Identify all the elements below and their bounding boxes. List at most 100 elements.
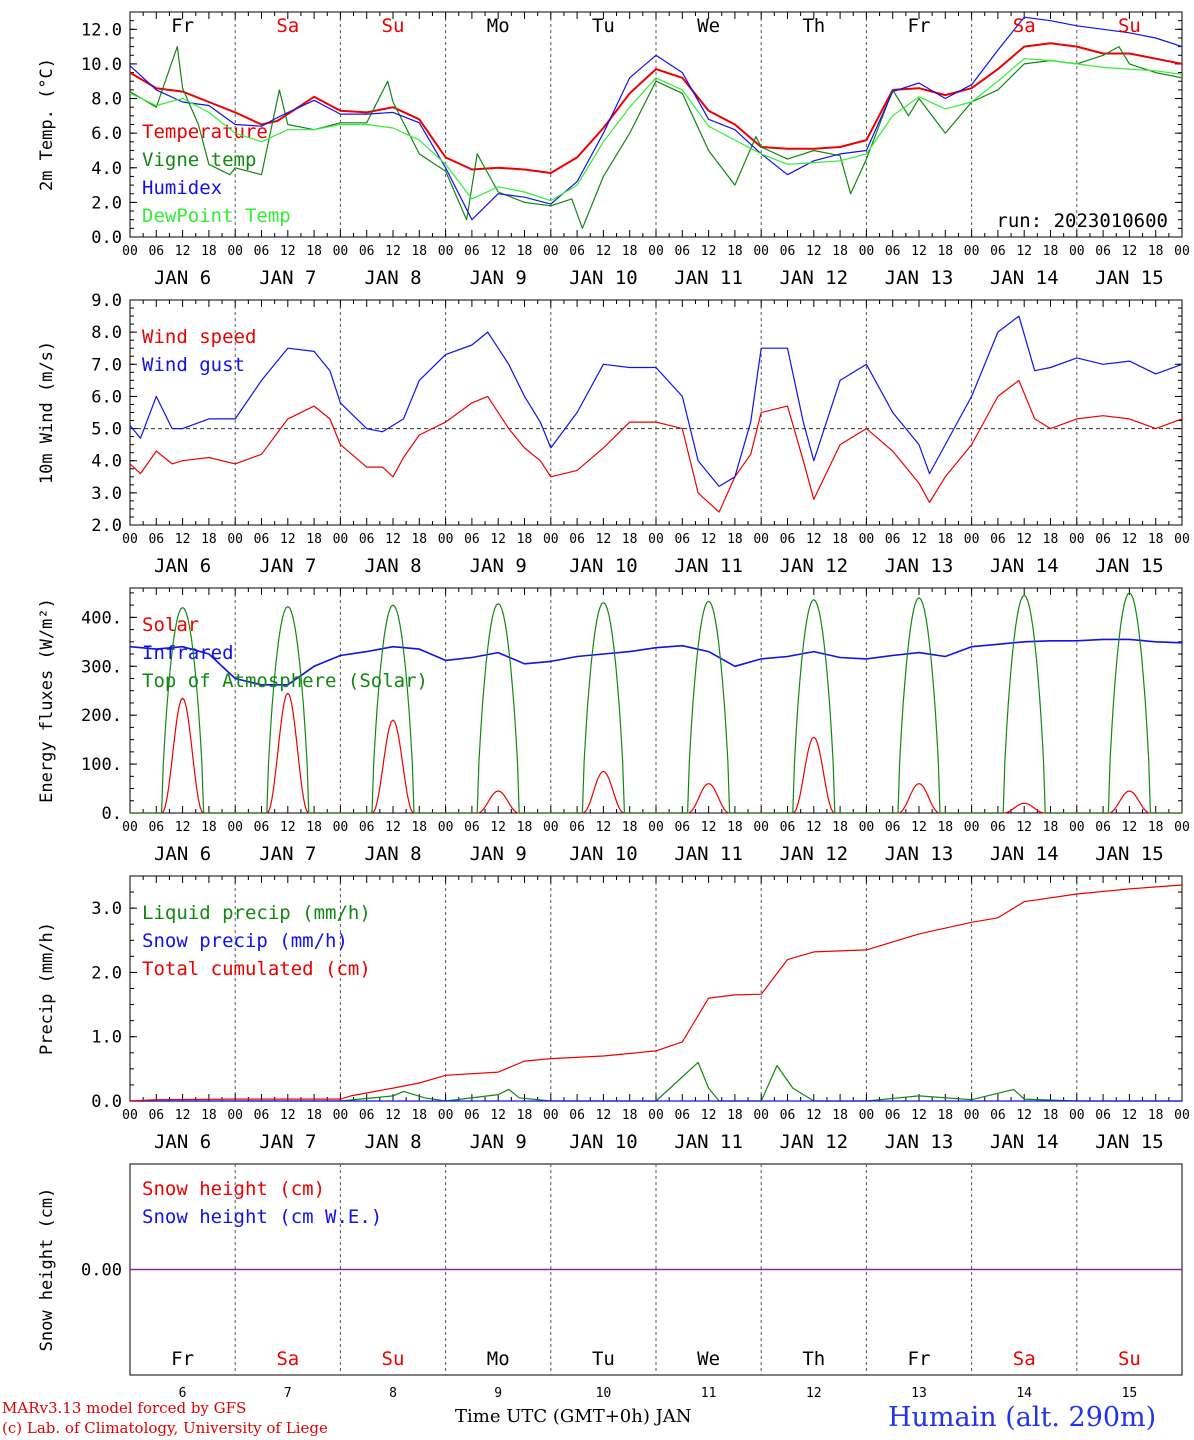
day-name-label: Fr (171, 15, 194, 37)
panel-wind: 2.0 3.0 4.0 5.0 6.0 7.0 8.0 9.0 10m Wind (m/s) Wi… (37, 291, 1190, 577)
y-tick-label: 4.0 (91, 452, 122, 472)
hour-tick-label: 00 (753, 532, 769, 547)
y-tick-label: 3.0 (91, 484, 122, 504)
hour-tick-label: 12 (280, 820, 296, 835)
hour-tick-label: 06 (674, 532, 690, 547)
date-label: JAN 8 (364, 267, 421, 289)
y-tick-label: 9.0 (91, 291, 122, 311)
hour-tick-label: 00 (543, 244, 559, 259)
lab-credit: (c) Lab. of Climatology, University of L… (2, 1419, 328, 1437)
hour-tick-label: 18 (622, 820, 638, 835)
plot-frame (129, 587, 1183, 814)
hour-tick-label: 00 (648, 244, 664, 259)
date-label: JAN 15 (1095, 843, 1164, 865)
date-label: JAN 11 (674, 1131, 743, 1153)
y-tick-label: 2.0 (91, 193, 122, 213)
hour-tick-label: 00 (1069, 532, 1085, 547)
hour-tick-label: 18 (306, 1108, 322, 1123)
y-tick-label: 2.0 (91, 963, 122, 983)
series-vigne-temp (129, 46, 1183, 229)
legend-snow-height-cm-w-e-: Snow height (cm W.E.) (142, 1206, 382, 1228)
series-wind-gust (129, 315, 1183, 487)
hour-tick-label: 18 (1043, 244, 1059, 259)
hour-tick-label: 12 (596, 532, 612, 547)
date-label: JAN 12 (779, 555, 848, 577)
day-name-label: Sa (276, 1348, 299, 1370)
date-label: JAN 10 (569, 1131, 638, 1153)
hour-tick-label: 18 (1148, 532, 1164, 547)
y-axis-label: Energy fluxes (W/m²) (37, 598, 57, 803)
legend-liquid-precip-mm-h-: Liquid precip (mm/h) (142, 902, 371, 924)
legend-solar: Solar (142, 614, 199, 636)
model-credit: MARv3.13 model forced by GFS (2, 1399, 247, 1417)
hour-tick-label: 06 (464, 244, 480, 259)
hour-tick-label: 00 (543, 1108, 559, 1123)
hour-tick-label: 12 (701, 244, 717, 259)
hour-tick-label: 12 (911, 820, 927, 835)
hour-tick-label: 06 (254, 1108, 270, 1123)
hour-tick-label: 12 (1122, 1108, 1138, 1123)
hour-tick-label: 00 (648, 820, 664, 835)
legend-snow-precip-mm-h-: Snow precip (mm/h) (142, 930, 348, 952)
hour-tick-label: 06 (780, 820, 796, 835)
day-number-label: 11 (701, 1386, 717, 1400)
date-label: JAN 10 (569, 555, 638, 577)
hour-tick-label: 00 (753, 244, 769, 259)
hour-tick-label: 18 (622, 244, 638, 259)
legend-snow-height-cm-: Snow height (cm) (142, 1178, 325, 1200)
day-number-label: 7 (284, 1386, 292, 1400)
date-label: JAN 9 (470, 555, 527, 577)
hour-tick-label: 06 (674, 820, 690, 835)
y-tick-label: 8.0 (91, 323, 122, 343)
day-name-label: Sa (1013, 1348, 1036, 1370)
hour-tick-label: 12 (175, 1108, 191, 1123)
hour-tick-label: 00 (964, 1108, 980, 1123)
hour-tick-label: 00 (227, 1108, 243, 1123)
hour-tick-label: 18 (1148, 1108, 1164, 1123)
hour-tick-label: 06 (885, 820, 901, 835)
date-label: JAN 12 (779, 843, 848, 865)
hour-tick-label: 18 (1043, 1108, 1059, 1123)
y-tick-label: 8.0 (91, 90, 122, 110)
hour-tick-label: 18 (517, 820, 533, 835)
legend-dewpoint-temp: DewPoint Temp (142, 205, 291, 227)
day-name-label: Su (382, 15, 405, 37)
y-tick-label: 100. (81, 755, 122, 775)
hour-tick-label: 12 (490, 244, 506, 259)
date-label: JAN 7 (259, 267, 316, 289)
hour-tick-label: 00 (1069, 244, 1085, 259)
hour-tick-label: 12 (175, 820, 191, 835)
day-name-label: Sa (276, 15, 299, 37)
y-tick-label: 5.0 (91, 420, 122, 440)
hour-tick-label: 12 (385, 532, 401, 547)
hour-tick-label: 18 (937, 820, 953, 835)
hour-tick-label: 06 (780, 1108, 796, 1123)
legend-wind-speed: Wind speed (142, 326, 256, 348)
station-name: Humain (alt. 290m) (888, 1402, 1157, 1433)
hour-tick-label: 06 (254, 244, 270, 259)
hour-tick-label: 18 (1043, 820, 1059, 835)
hour-tick-label: 18 (937, 1108, 953, 1123)
hour-tick-label: 12 (175, 244, 191, 259)
day-name-label: Tu (592, 15, 615, 37)
hour-tick-label: 06 (674, 244, 690, 259)
day-number-label: 14 (1016, 1386, 1032, 1400)
date-label: JAN 7 (259, 843, 316, 865)
hour-tick-label: 00 (964, 820, 980, 835)
hour-tick-label: 00 (438, 532, 454, 547)
hour-tick-label: 12 (1122, 532, 1138, 547)
hour-tick-label: 06 (359, 532, 375, 547)
hour-tick-label: 12 (806, 244, 822, 259)
hour-tick-label: 06 (1095, 244, 1111, 259)
hour-tick-label: 00 (122, 820, 138, 835)
hour-tick-label: 12 (911, 532, 927, 547)
y-tick-label: 4.0 (91, 159, 122, 179)
hour-tick-label: 06 (780, 244, 796, 259)
day-name-label: Sa (1013, 15, 1036, 37)
date-label: JAN 14 (990, 843, 1059, 865)
hour-tick-label: 06 (1095, 820, 1111, 835)
hour-tick-label: 18 (306, 820, 322, 835)
date-label: JAN 7 (259, 555, 316, 577)
day-name-label: Th (802, 1348, 825, 1370)
